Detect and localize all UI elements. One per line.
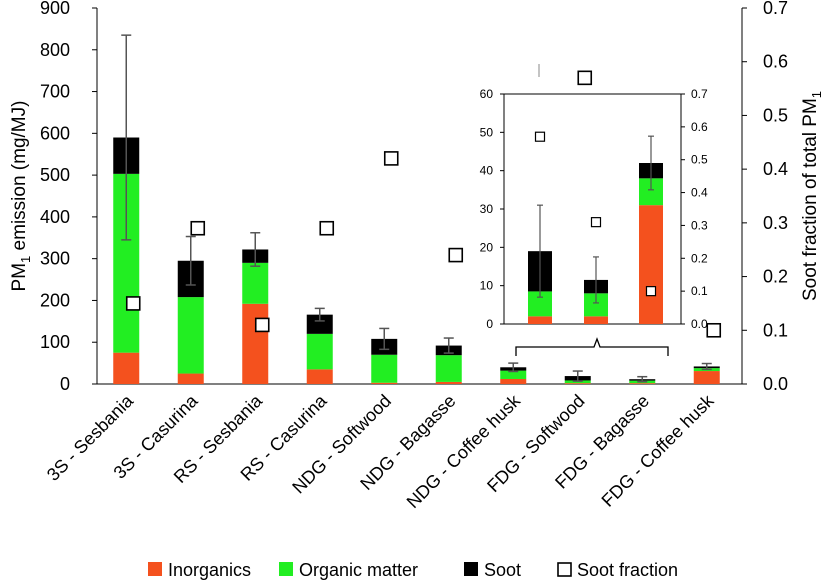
right-tick-label: 0.5 (763, 105, 788, 125)
category-label: NDG - Coffee husk (403, 390, 525, 512)
left-tick-label: 900 (40, 0, 70, 18)
legend-label-inorganics: Inorganics (168, 560, 251, 580)
inset-left-tick-label: 60 (480, 87, 494, 101)
inset-right-tick-label: 0.0 (691, 317, 708, 331)
right-tick-label: 0.4 (763, 159, 788, 179)
right-tick-label: 0.6 (763, 52, 788, 72)
left-tick-label: 400 (40, 207, 70, 227)
soot-fraction-point (706, 322, 722, 338)
inset-chart: 0 10 20 30 40 50 60 0.0 0.1 0.2 0.3 0.4 0.5 0.6 0.7 (480, 87, 708, 331)
soot-fraction-point (125, 296, 141, 311)
legend: Inorganics Organic matter Soot Soot frac… (148, 560, 678, 580)
bar-organic-matter (435, 355, 462, 382)
bar-inorganics (113, 352, 140, 384)
bar-inorganics (693, 371, 720, 384)
bar-soot (306, 314, 333, 334)
right-tick-label: 0.3 (763, 213, 788, 233)
inset-right-tick-label: 0.7 (691, 87, 708, 101)
right-tick-label: 0.1 (763, 320, 788, 340)
bar-organic-matter (500, 370, 527, 379)
right-tick-label: 0.0 (763, 374, 788, 394)
inset-soot-fraction-point (590, 217, 602, 228)
legend-swatch-inorganics (148, 562, 162, 576)
inset-left-tick-label: 0 (486, 317, 493, 331)
inset-right-tick-label: 0.5 (691, 153, 708, 167)
legend-swatch-soot (464, 562, 478, 576)
bar-inorganics (435, 381, 462, 384)
inset-left-tick-label: 20 (480, 240, 494, 254)
y-axis-title-right: Soot fraction of total PM1 (800, 91, 824, 301)
bar-organic-matter (371, 354, 398, 383)
inset-right-tick-label: 0.2 (691, 251, 708, 265)
inset-right-tick-label: 0.4 (691, 186, 708, 200)
inset-right-tick-label: 0.1 (691, 284, 708, 298)
left-tick-label: 300 (40, 249, 70, 269)
inset-soot-fraction-point (534, 131, 546, 142)
left-tick-label: 100 (40, 332, 70, 352)
left-tick-label: 600 (40, 123, 70, 143)
legend-label-soot: Soot (484, 560, 521, 580)
legend-label-fraction: Soot fraction (577, 560, 678, 580)
legend-label-organic: Organic matter (299, 560, 418, 580)
soot-fraction-point (254, 317, 270, 333)
bar-organic-matter (177, 297, 204, 374)
inset-left-tick-label: 50 (480, 125, 494, 139)
right-tick-label: 0.7 (763, 0, 788, 18)
inset-left-tick-label: 30 (480, 202, 494, 216)
inset-right-tick-label: 0.3 (691, 218, 708, 232)
bar-inorganics (371, 382, 398, 384)
category-label: FDG - Coffee husk (598, 390, 719, 511)
bar-inorganics (500, 378, 527, 384)
inset-bar-inorganics (584, 316, 608, 324)
inset-bar-inorganics (528, 316, 552, 324)
left-tick-label: 800 (40, 40, 70, 60)
inset-bar-inorganics (639, 205, 663, 324)
inset-left-tick-label: 10 (480, 279, 494, 293)
inset-brace (515, 337, 669, 356)
legend-swatch-fraction (557, 562, 572, 577)
bar-organic-matter (306, 333, 333, 370)
bar-inorganics (242, 303, 269, 384)
bar-inorganics (177, 373, 204, 384)
left-tick-label: 500 (40, 165, 70, 185)
bar-inorganics (564, 383, 591, 384)
soot-fraction-point (448, 247, 464, 263)
legend-swatch-organic (279, 562, 293, 576)
soot-fraction-point (190, 220, 206, 236)
left-tick-label: 0 (60, 374, 70, 394)
left-tick-label: 200 (40, 290, 70, 310)
soot-fraction-point (577, 70, 593, 86)
bar-inorganics (629, 383, 656, 384)
inset-soot-fraction-point (645, 286, 657, 297)
soot-fraction-point (383, 151, 399, 166)
soot-fraction-point (319, 220, 335, 236)
inset-left-tick-label: 40 (480, 164, 494, 178)
bar-organic-matter (242, 262, 269, 304)
bar-inorganics (306, 369, 333, 384)
y-axis-title-left: PM1 emission (mg/MJ) (9, 101, 33, 292)
right-tick-label: 0.2 (763, 267, 788, 287)
left-tick-label: 700 (40, 82, 70, 102)
inset-right-tick-label: 0.6 (691, 120, 708, 134)
inset-bar-organic-matter (584, 293, 608, 317)
